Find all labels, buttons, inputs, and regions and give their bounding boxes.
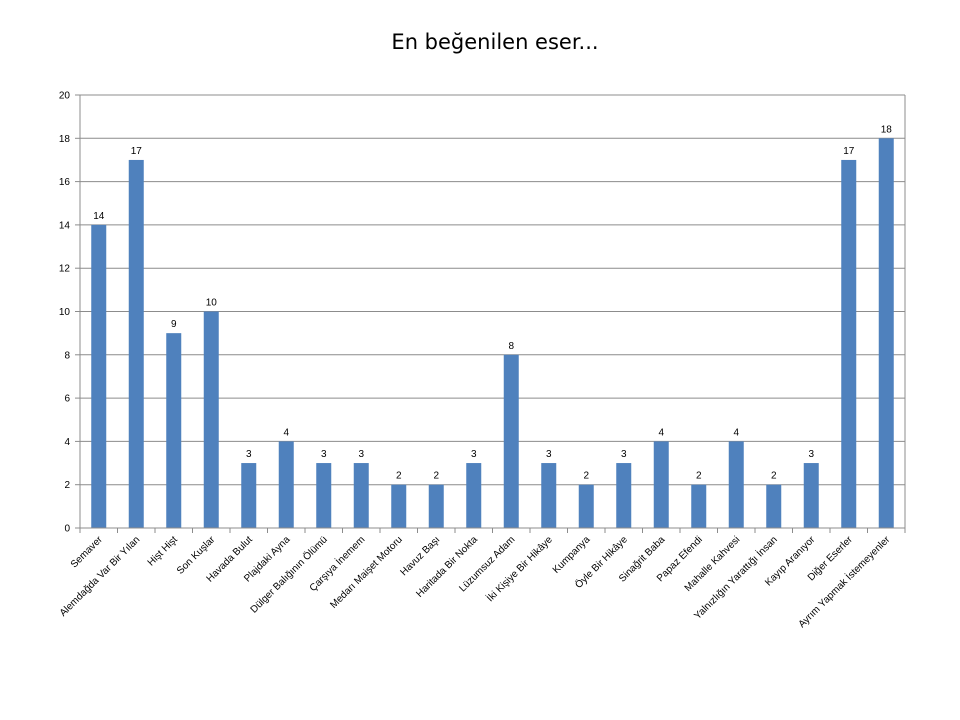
data-label: 17 <box>131 146 143 157</box>
category-label: Alemdağda Var Bir Yılan <box>58 534 143 619</box>
data-label: 3 <box>808 449 814 460</box>
bar <box>278 441 294 528</box>
y-tick-label: 20 <box>59 91 71 102</box>
data-label: 3 <box>546 449 552 460</box>
category-label: Dülger Balığının Ölümü <box>248 534 330 616</box>
category-label: Semaver <box>69 534 106 571</box>
data-label: 2 <box>696 471 702 482</box>
bar <box>653 441 669 528</box>
data-label: 2 <box>396 471 402 482</box>
data-label: 10 <box>206 298 218 309</box>
bar <box>616 463 632 528</box>
data-label: 3 <box>246 449 252 460</box>
chart-title: En beğenilen eser... <box>391 30 599 54</box>
bar <box>503 354 519 528</box>
data-label: 8 <box>508 341 514 352</box>
y-tick-label: 0 <box>64 524 70 535</box>
bar <box>578 484 594 528</box>
bar <box>803 463 819 528</box>
data-label: 4 <box>658 427 664 438</box>
data-label: 3 <box>358 449 364 460</box>
bar <box>353 463 369 528</box>
data-label: 2 <box>433 471 439 482</box>
y-tick-label: 8 <box>64 350 70 361</box>
bar <box>91 224 107 528</box>
data-label: 3 <box>621 449 627 460</box>
bar <box>316 463 332 528</box>
bars <box>91 138 894 529</box>
bar <box>428 484 444 528</box>
data-label: 14 <box>93 211 105 222</box>
data-labels: 14 17 9 10 3 4 3 3 2 2 3 8 3 2 3 4 2 4 2 3 17 18 <box>93 124 892 481</box>
category-label: Hişt Hişt <box>146 534 180 568</box>
data-label: 2 <box>771 471 777 482</box>
bar <box>728 441 744 528</box>
category-label: İki Kişiye Bir Hikâye <box>484 533 556 605</box>
y-tick-label: 16 <box>59 177 71 188</box>
data-label: 17 <box>843 146 855 157</box>
data-label: 3 <box>471 449 477 460</box>
y-tick-label: 6 <box>64 394 70 405</box>
data-label: 4 <box>283 427 289 438</box>
data-label: 3 <box>321 449 327 460</box>
y-tick-label: 10 <box>59 307 71 318</box>
data-label: 18 <box>881 124 893 135</box>
bar <box>691 484 707 528</box>
data-label: 9 <box>171 319 177 330</box>
axes <box>75 94 906 533</box>
bar <box>391 484 407 528</box>
bar <box>766 484 782 528</box>
bar <box>541 463 557 528</box>
bar <box>241 463 257 528</box>
y-tick-label: 4 <box>64 437 70 448</box>
y-tick-labels: 0 2 4 6 8 10 12 14 16 18 20 <box>59 91 71 535</box>
y-tick-label: 18 <box>59 134 71 145</box>
data-label: 4 <box>733 427 739 438</box>
bar <box>128 159 144 528</box>
y-tick-label: 12 <box>59 264 71 275</box>
bar <box>841 159 857 528</box>
category-label: Medarı Maişet Motoru <box>328 534 405 611</box>
bar <box>203 311 219 528</box>
data-label: 2 <box>583 471 589 482</box>
bar <box>166 333 182 528</box>
bar <box>878 138 894 529</box>
y-tick-label: 2 <box>64 480 70 491</box>
bar <box>466 463 482 528</box>
y-tick-label: 14 <box>59 220 71 231</box>
